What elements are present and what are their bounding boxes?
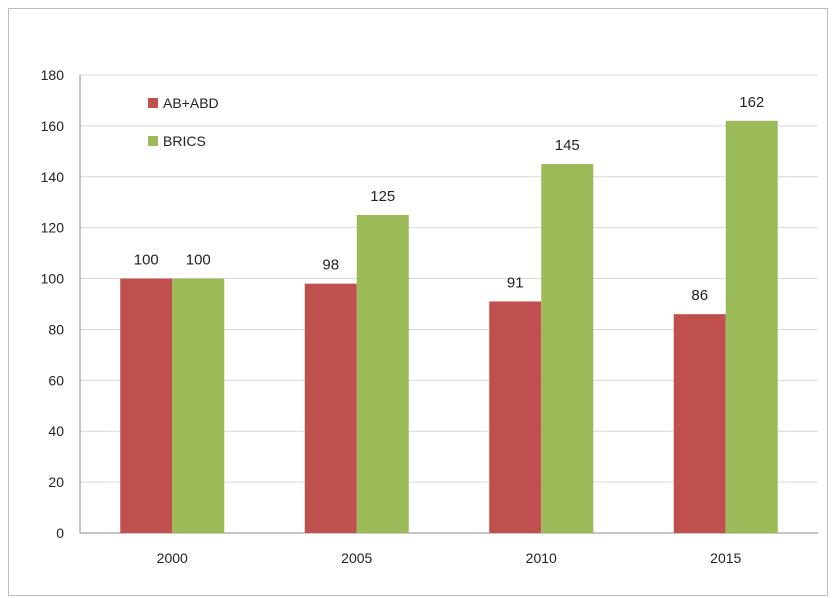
y-tick-label: 60 [48,372,64,388]
bar-ab-abd-2010 [489,301,542,533]
data-label: 86 [691,287,708,304]
y-tick-label: 180 [41,67,65,83]
data-label: 100 [134,252,159,269]
x-axis-ticks: 2000 2005 2010 2015 [157,550,742,566]
y-tick-label: 160 [41,118,65,134]
legend-swatch [148,98,158,108]
y-tick-label: 40 [48,423,64,439]
y-tick-label: 120 [41,220,65,236]
legend: AB+ABD BRICS [148,95,219,149]
data-label: 91 [507,274,524,291]
x-tick-label: 2005 [341,550,372,566]
data-label: 125 [370,188,395,205]
data-label: 162 [739,94,764,111]
y-tick-label: 0 [56,525,64,541]
data-labels: 100 100 98 125 91 145 86 162 [134,94,765,304]
bar-brics-2010 [541,164,594,534]
x-tick-label: 2000 [157,550,188,566]
bar-ab-abd-2000 [120,278,173,533]
bar-brics-2015 [725,120,778,534]
y-tick-label: 140 [41,169,65,185]
legend-swatch [148,136,158,146]
y-tick-label: 100 [41,271,65,287]
y-tick-label: 20 [48,474,64,490]
bar-brics-2000 [172,278,225,533]
y-tick-label: 80 [48,321,64,337]
data-label: 100 [186,252,211,269]
x-tick-label: 2015 [710,550,741,566]
bar-ab-abd-2005 [304,283,357,533]
bar-ab-abd-2015 [673,314,726,533]
data-label: 145 [555,137,580,154]
bars [120,120,778,534]
bar-brics-2005 [356,214,409,533]
legend-label: BRICS [163,133,206,149]
x-tick-label: 2010 [526,550,557,566]
y-axis-ticks: 0 20 40 60 80 100 120 140 160 180 [41,67,65,541]
legend-label: AB+ABD [163,95,219,111]
data-label: 98 [322,257,339,274]
